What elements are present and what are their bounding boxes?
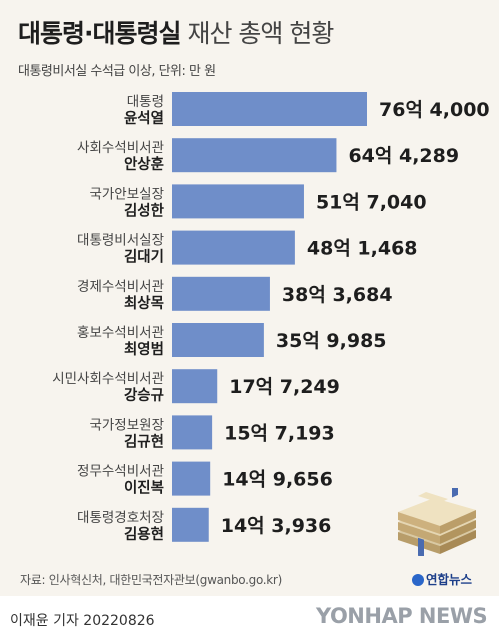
value-label: 14억 3,936 — [221, 515, 332, 537]
chart-subtitle: 대통령비서실 수석급 이상, 단위: 만 원 — [18, 64, 216, 79]
value-label: 64억 4,289 — [348, 145, 459, 167]
value-label: 51억 7,040 — [316, 191, 427, 213]
bar — [172, 230, 295, 265]
value-label: 15억 7,193 — [224, 422, 335, 444]
role-label: 홍보수석비서관 — [77, 325, 164, 341]
name-label: 윤석열 — [124, 109, 164, 127]
bar — [172, 461, 211, 496]
title-light: 재산 총액 현황 — [187, 19, 334, 48]
role-label: 국가안보실장 — [89, 186, 164, 202]
bar — [172, 323, 264, 357]
name-label: 최상목 — [124, 294, 164, 312]
bar — [172, 507, 209, 542]
value-label: 48억 1,468 — [307, 238, 418, 260]
role-label: 경제수석비서관 — [77, 279, 164, 295]
yonhap-logo-icon — [412, 574, 424, 586]
bar — [172, 369, 218, 404]
logo-text: 연합뉴스 — [426, 572, 473, 587]
value-label: 76억 4,000 — [379, 99, 490, 121]
value-label: 35억 9,985 — [276, 330, 387, 352]
name-label: 김용현 — [124, 525, 164, 543]
money-stack-icon — [398, 488, 476, 556]
name-label: 강승규 — [124, 386, 164, 404]
name-label: 김대기 — [124, 248, 164, 266]
name-label: 이진복 — [124, 480, 164, 497]
role-label: 시민사회수석비서관 — [52, 371, 164, 387]
role-label: 대통령경호처장 — [77, 510, 164, 526]
name-label: 김성한 — [124, 201, 165, 219]
role-label: 사회수석비서관 — [77, 140, 164, 156]
value-label: 14억 9,656 — [222, 469, 333, 491]
bar — [172, 138, 337, 173]
name-label: 안상훈 — [124, 155, 164, 173]
bar — [172, 276, 270, 311]
title-bold: 대통령·대통령실 — [18, 19, 181, 48]
role-label: 국가정보원장 — [89, 417, 164, 433]
role-label: 대통령비서실장 — [77, 233, 164, 249]
source-note: 자료: 인사혁신처, 대한민국전자관보(gwanbo.go.kr) — [20, 573, 282, 587]
value-label: 38억 3,684 — [282, 284, 393, 306]
footer-bar — [0, 596, 499, 641]
bar — [172, 92, 367, 126]
yonhap-logo: 연합뉴스 — [412, 569, 472, 588]
bar — [172, 184, 304, 219]
bar — [172, 415, 213, 450]
reporter-credit: 이재윤 기자 20220826 — [10, 613, 155, 629]
chart-title: 대통령·대통령실 재산 총액 현황 — [18, 14, 334, 50]
role-label: 정무수석비서관 — [77, 464, 164, 480]
name-label: 최영범 — [124, 340, 164, 358]
value-label: 17억 7,249 — [229, 376, 340, 398]
name-label: 김규현 — [124, 432, 164, 450]
yonhap-watermark: YONHAP NEWS — [316, 604, 488, 628]
role-label: 대통령 — [127, 94, 164, 110]
